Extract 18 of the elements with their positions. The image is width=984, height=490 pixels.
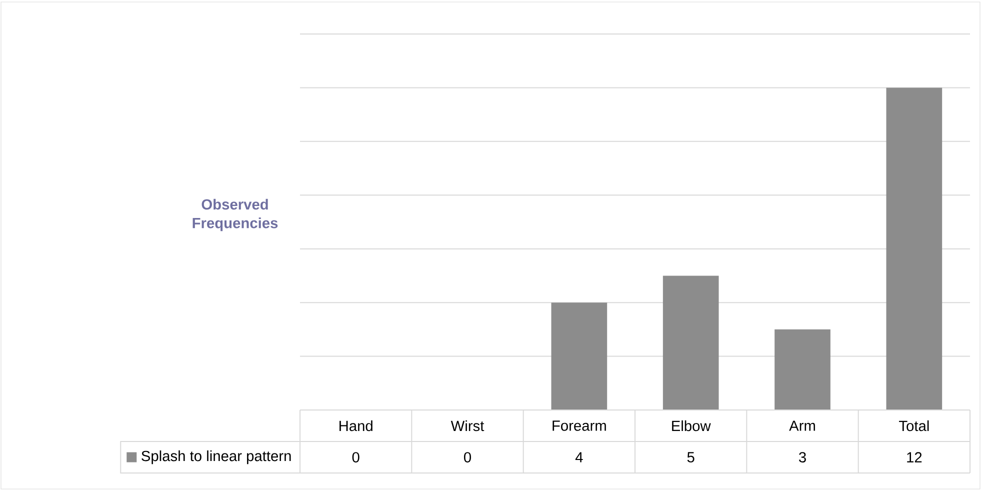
x-tick-label: Arm xyxy=(789,420,815,431)
y-axis-title: Observed Frequencies xyxy=(192,198,278,232)
x-tick-label: Wirst xyxy=(450,420,484,432)
bar xyxy=(774,329,830,410)
data-label: 3 xyxy=(798,452,806,462)
x-tick-label: Forearm xyxy=(552,420,606,431)
data-label: 5 xyxy=(687,452,694,462)
x-tick-label: Elbow xyxy=(672,420,711,432)
x-tick-label: Total xyxy=(899,420,929,432)
x-tick-label: Hand xyxy=(340,420,372,432)
legend-label: Splash to linear pattern xyxy=(142,450,291,464)
data-label: 4 xyxy=(575,452,583,462)
data-label: 12 xyxy=(907,452,922,462)
bar xyxy=(551,302,608,410)
bar xyxy=(662,276,719,410)
data-label: 0 xyxy=(464,452,471,462)
bar xyxy=(886,88,942,410)
data-label: 0 xyxy=(352,452,360,462)
